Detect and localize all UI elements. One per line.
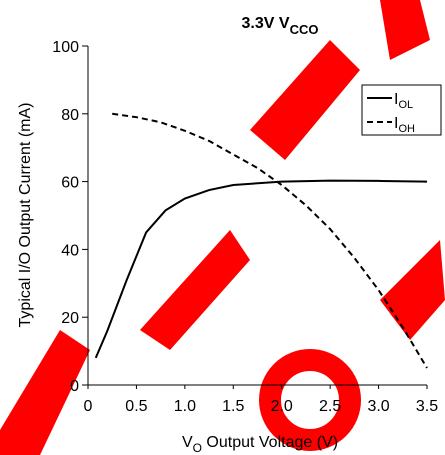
title-subscript: CCO bbox=[290, 22, 319, 37]
x-tick-label: 0.5 bbox=[125, 398, 147, 415]
y-tick-label: 20 bbox=[61, 310, 79, 327]
series-line bbox=[94, 179, 428, 359]
watermark-shape bbox=[0, 330, 90, 455]
y-axis-label: Typical I/O Output Current (mA) bbox=[17, 103, 34, 328]
watermark-shape bbox=[250, 40, 360, 160]
x-tick-label: 2.0 bbox=[271, 398, 293, 415]
x-tick-label: 3.0 bbox=[367, 398, 389, 415]
legend-label-text: I bbox=[394, 115, 398, 132]
y-tick-label: 60 bbox=[61, 175, 79, 192]
watermark-shape bbox=[380, 240, 445, 340]
y-tick-label: 40 bbox=[61, 242, 79, 259]
x-tick-label: 1.0 bbox=[174, 398, 196, 415]
x-tick-label: 1.5 bbox=[222, 398, 244, 415]
legend-label-subscript: OL bbox=[398, 99, 413, 111]
watermark-shape bbox=[380, 0, 430, 60]
legend-label-subscript: OH bbox=[398, 123, 415, 135]
y-tick-label: 100 bbox=[52, 39, 79, 56]
legend-label-text: I bbox=[394, 91, 398, 108]
x-label-subscript: O bbox=[193, 441, 202, 455]
chart-title: 3.3V VCCO bbox=[242, 15, 319, 37]
x-label-rest: Output Voltage (V) bbox=[202, 434, 338, 451]
x-axis-label: VO Output Voltage (V) bbox=[182, 434, 338, 455]
watermark-shape bbox=[140, 230, 250, 350]
legend-box bbox=[361, 84, 442, 136]
y-tick-label: 80 bbox=[61, 107, 79, 124]
x-tick-label: 3.5 bbox=[416, 398, 438, 415]
title-text: 3.3V V bbox=[242, 15, 290, 32]
x-label-text: V bbox=[182, 434, 193, 451]
watermark-shape bbox=[259, 349, 361, 451]
legend-label: IOL bbox=[394, 91, 413, 111]
x-tick-label: 0 bbox=[84, 398, 93, 415]
x-tick-label: 2.5 bbox=[319, 398, 341, 415]
series-line bbox=[112, 112, 428, 369]
y-tick-label: 0 bbox=[70, 378, 79, 395]
legend-label: IOH bbox=[394, 115, 415, 135]
